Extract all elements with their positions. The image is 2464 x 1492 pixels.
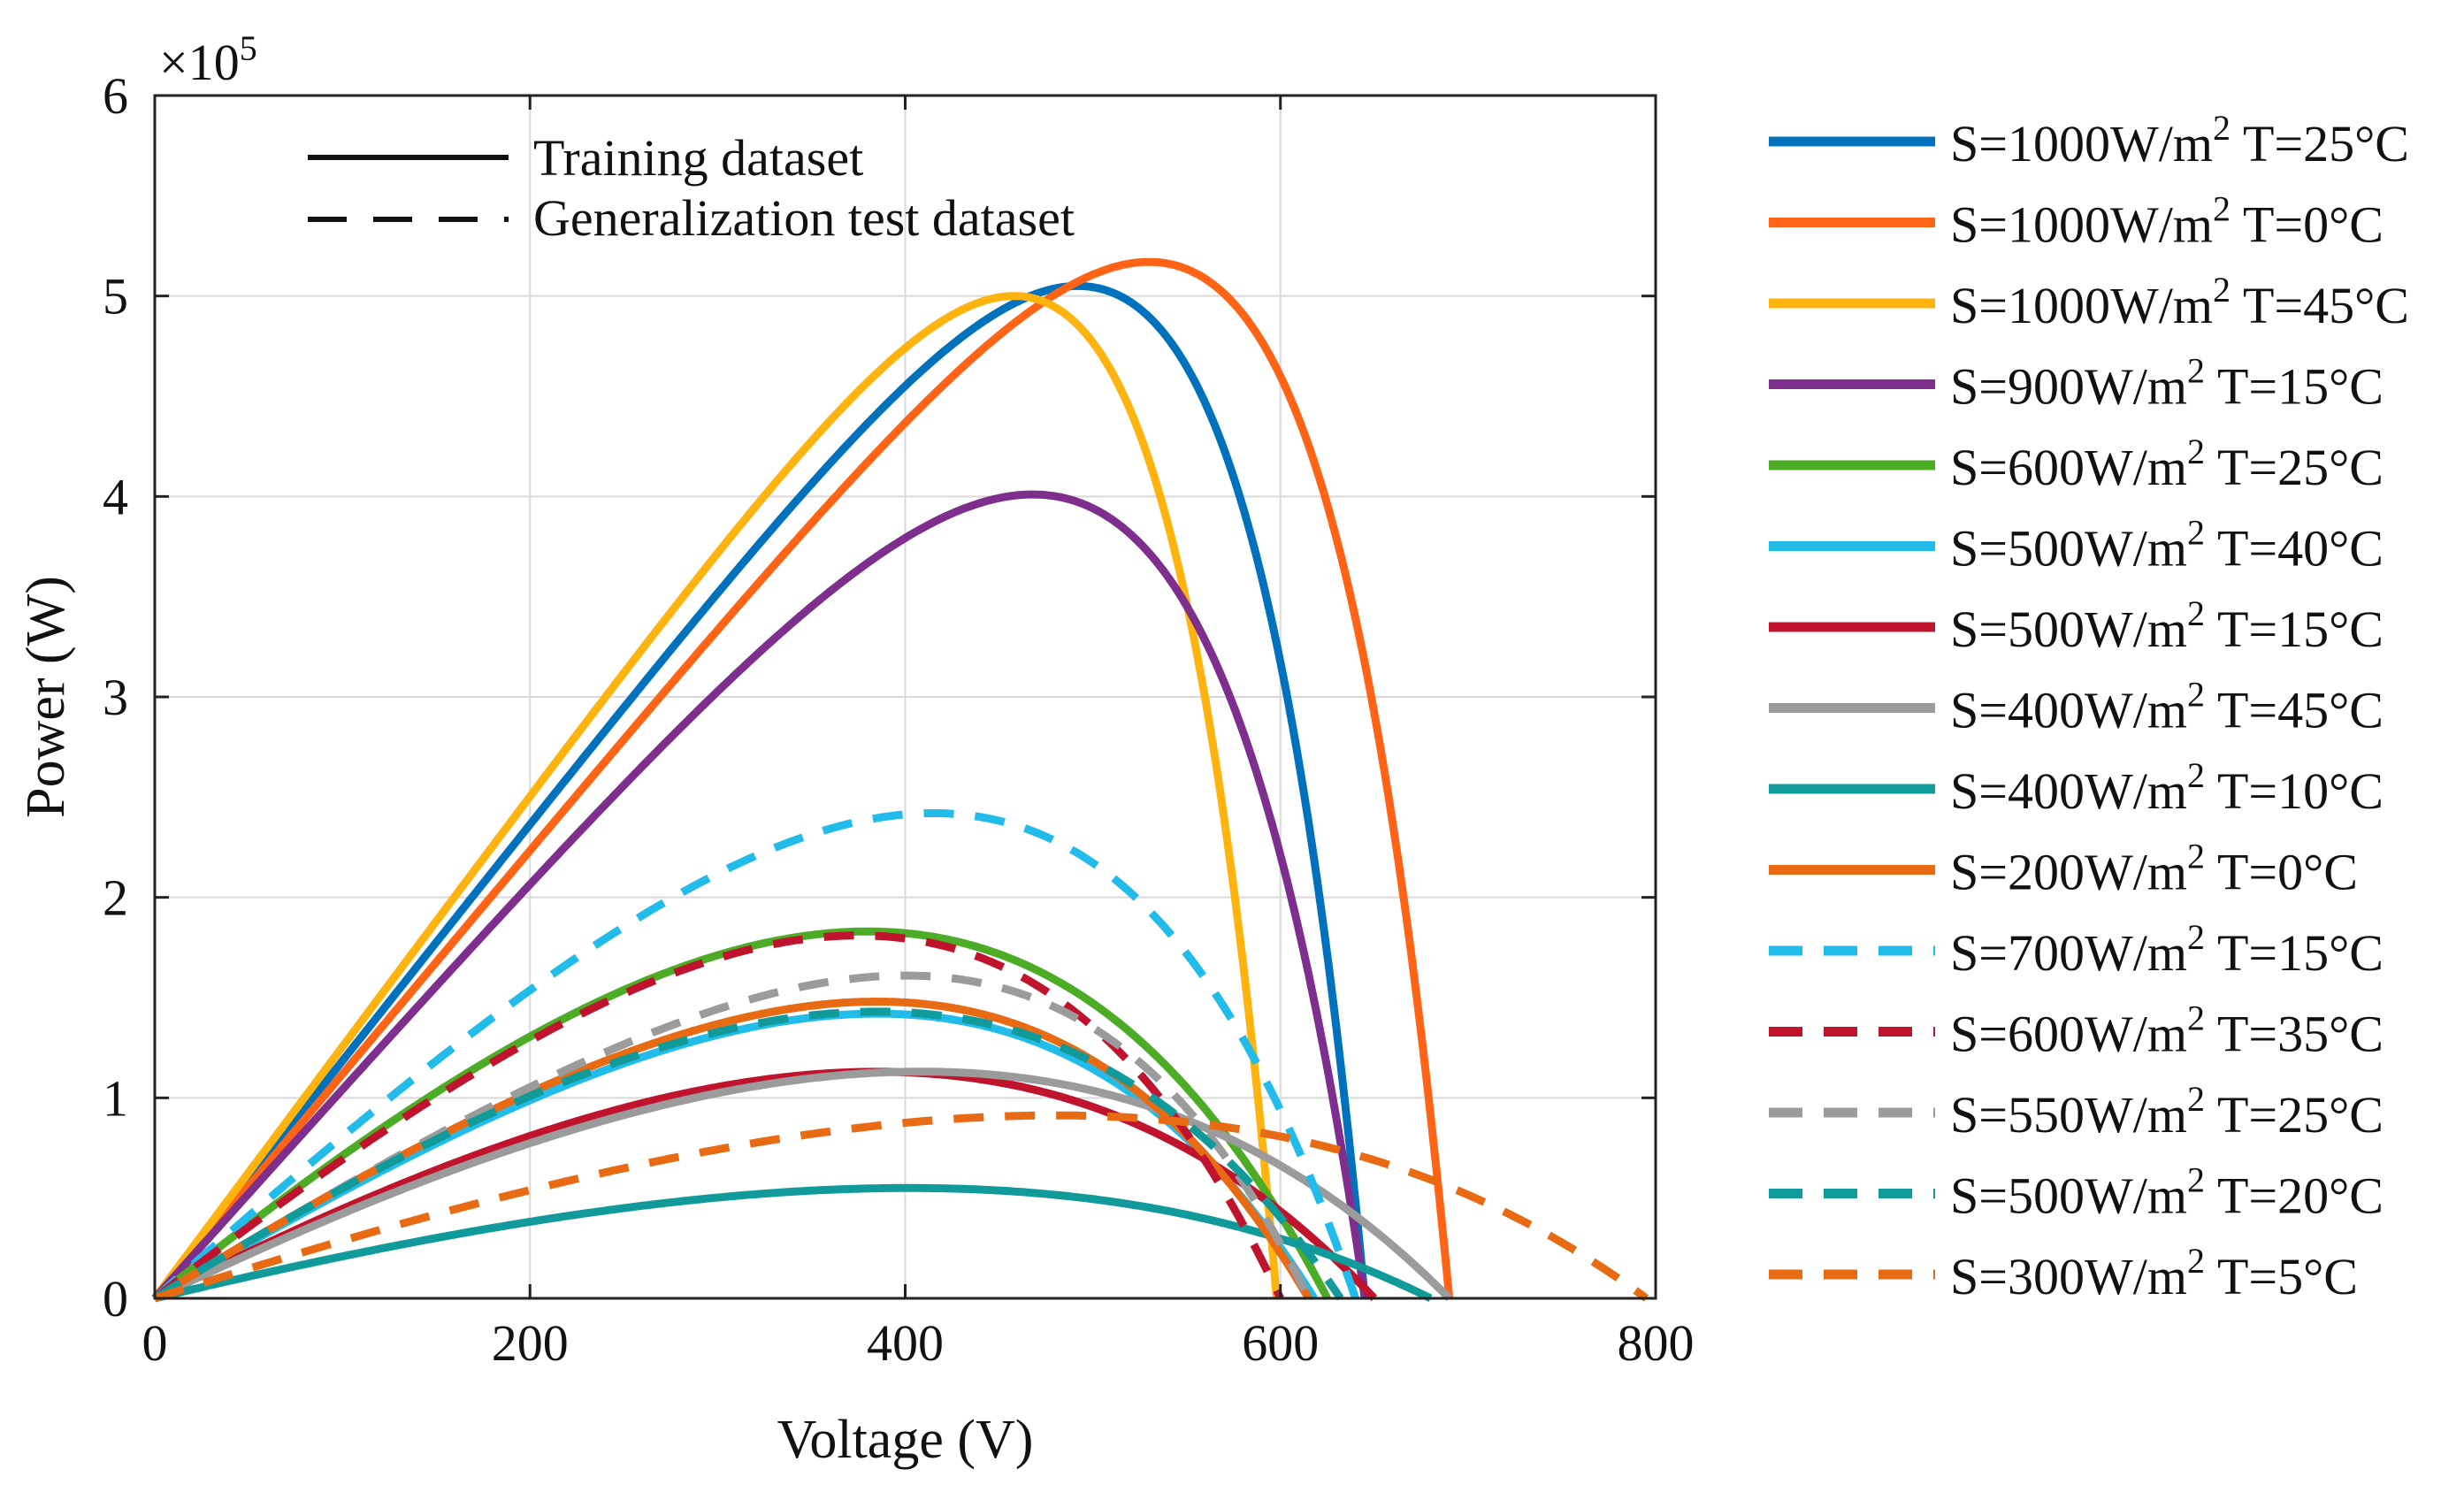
- legend-unit-exponent: 2: [2187, 432, 2205, 471]
- legend-label-s300_5: S=300W/m2 T=5°C: [1950, 1241, 2358, 1305]
- series-line-s500_20: [152, 1007, 1344, 1302]
- series-line-s1000_0: [151, 257, 1454, 1301]
- legend-temperature: T=20°C: [2217, 1167, 2384, 1225]
- x-tick-label: 0: [142, 1314, 168, 1372]
- legend-irradiance: S=600W/m: [1950, 1006, 2187, 1063]
- legend-temperature: T=25°C: [2217, 439, 2384, 496]
- legend-label-s400_10: S=400W/m2 T=10°C: [1950, 755, 2384, 820]
- legend-label-s700_15: S=700W/m2 T=15°C: [1950, 917, 2384, 982]
- y-tick-label: 0: [103, 1270, 128, 1327]
- legend-unit-exponent: 2: [2187, 998, 2205, 1038]
- legend-irradiance: S=400W/m: [1950, 682, 2187, 739]
- x-tick-label: 200: [492, 1314, 569, 1372]
- legend-unit-exponent: 2: [2187, 1160, 2205, 1200]
- legend-label-s1000_25: S=1000W/m2 T=25°C: [1950, 108, 2409, 172]
- legend-temperature: T=15°C: [2217, 924, 2384, 982]
- legend-unit-exponent: 2: [2187, 1241, 2205, 1281]
- series-line-s1000_45: [151, 292, 1281, 1301]
- series-legend: S=1000W/m2 T=25°CS=1000W/m2 T=0°CS=1000W/m…: [1769, 108, 2409, 1305]
- legend-unit-exponent: 2: [2187, 837, 2205, 876]
- legend-label-s500_40: S=500W/m2 T=40°C: [1950, 513, 2384, 578]
- legend-label-s1000_45: S=1000W/m2 T=45°C: [1950, 270, 2409, 334]
- legend-label-s900_15: S=900W/m2 T=15°C: [1950, 351, 2384, 416]
- legend-temperature: T=45°C: [2217, 682, 2384, 739]
- legend-unit-exponent: 2: [2187, 755, 2205, 795]
- line-style-legend: Training dataset Generalization test dat…: [308, 129, 1075, 247]
- legend-temperature: T=25°C: [2243, 115, 2409, 172]
- legend-temperature: T=5°C: [2217, 1248, 2358, 1305]
- x-tick-label: 400: [867, 1314, 944, 1372]
- legend-unit-exponent: 2: [2187, 917, 2205, 957]
- y-axis-label: Power (W): [16, 576, 76, 818]
- legend-unit-exponent: 2: [2187, 513, 2205, 553]
- legend-irradiance: S=1000W/m: [1950, 115, 2213, 172]
- series-line-s900_15: [151, 490, 1369, 1302]
- legend-irradiance: S=400W/m: [1950, 762, 2187, 820]
- y-tick-label: 6: [103, 67, 128, 125]
- legend-irradiance: S=300W/m: [1950, 1248, 2187, 1305]
- legend-irradiance: S=500W/m: [1950, 1167, 2187, 1225]
- legend-unit-exponent: 2: [2213, 189, 2231, 229]
- legend-irradiance: S=500W/m: [1950, 520, 2187, 578]
- y-tick-label: 1: [103, 1069, 128, 1127]
- legend-label-s400_45: S=400W/m2 T=45°C: [1950, 675, 2384, 739]
- legend-unit-exponent: 2: [2187, 351, 2205, 391]
- legend-temperature: T=15°C: [2217, 601, 2384, 658]
- series-line-s400_10: [153, 1183, 1433, 1303]
- legend-irradiance: S=1000W/m: [1950, 277, 2213, 334]
- legend-label-s500_15: S=500W/m2 T=15°C: [1950, 593, 2384, 658]
- legend-irradiance: S=700W/m: [1950, 924, 2187, 982]
- legend-unit-exponent: 2: [2213, 270, 2231, 310]
- legend-temperature: T=35°C: [2217, 1006, 2384, 1063]
- legend-temperature: T=0°C: [2243, 196, 2384, 254]
- series-line-s500_15: [152, 1067, 1378, 1303]
- series-line-s600_35: [152, 931, 1284, 1302]
- x-axis-label: Voltage (V): [777, 1410, 1034, 1470]
- legend-temperature: T=45°C: [2243, 277, 2409, 334]
- legend-temperature: T=15°C: [2217, 358, 2384, 416]
- x-tick-label: 800: [1618, 1314, 1695, 1372]
- y-tick-label: 2: [103, 869, 128, 927]
- legend-label-s200_0: S=200W/m2 T=0°C: [1950, 837, 2358, 901]
- legend-label-s500_20: S=500W/m2 T=20°C: [1950, 1160, 2384, 1225]
- legend-temperature: T=40°C: [2217, 520, 2384, 578]
- y-tick-label: 3: [103, 669, 128, 726]
- y-exponent-label: ×105: [159, 28, 257, 91]
- legend-unit-exponent: 2: [2213, 108, 2231, 148]
- legend-temperature: T=25°C: [2217, 1086, 2384, 1144]
- x-tick-label: 600: [1242, 1314, 1319, 1372]
- style-legend-dashed-label: Generalization test dataset: [533, 189, 1075, 247]
- legend-label-s600_35: S=600W/m2 T=35°C: [1950, 998, 2384, 1063]
- series-line-s400_45: [153, 1067, 1452, 1303]
- legend-temperature: T=0°C: [2217, 844, 2358, 901]
- series-lines: [151, 257, 1649, 1303]
- legend-label-s550_25: S=550W/m2 T=25°C: [1950, 1079, 2384, 1144]
- legend-unit-exponent: 2: [2187, 593, 2205, 633]
- legend-unit-exponent: 2: [2187, 1079, 2205, 1119]
- y-tick-label: 5: [103, 268, 128, 325]
- legend-unit-exponent: 2: [2187, 675, 2205, 715]
- legend-irradiance: S=900W/m: [1950, 358, 2187, 416]
- grid-lines: [155, 96, 1656, 1298]
- series-line-s1000_25: [151, 281, 1369, 1301]
- y-exponent-base: ×10: [159, 34, 240, 91]
- legend-label-s600_25: S=600W/m2 T=25°C: [1950, 432, 2384, 496]
- y-exponent-power: 5: [240, 28, 257, 68]
- legend-irradiance: S=550W/m: [1950, 1086, 2187, 1144]
- series-line-s700_15: [152, 809, 1359, 1302]
- legend-label-s1000_0: S=1000W/m2 T=0°C: [1950, 189, 2384, 254]
- series-line-s300_5: [153, 1111, 1649, 1303]
- legend-irradiance: S=1000W/m: [1950, 196, 2213, 254]
- style-legend-solid-label: Training dataset: [533, 129, 863, 187]
- axis-ticks: 0 200 400 600 800 0 1 2 3 4 5 6: [103, 67, 1695, 1372]
- y-tick-label: 4: [103, 468, 128, 525]
- legend-irradiance: S=200W/m: [1950, 844, 2187, 901]
- legend-temperature: T=10°C: [2217, 762, 2384, 820]
- legend-irradiance: S=600W/m: [1950, 439, 2187, 496]
- legend-irradiance: S=500W/m: [1950, 601, 2187, 658]
